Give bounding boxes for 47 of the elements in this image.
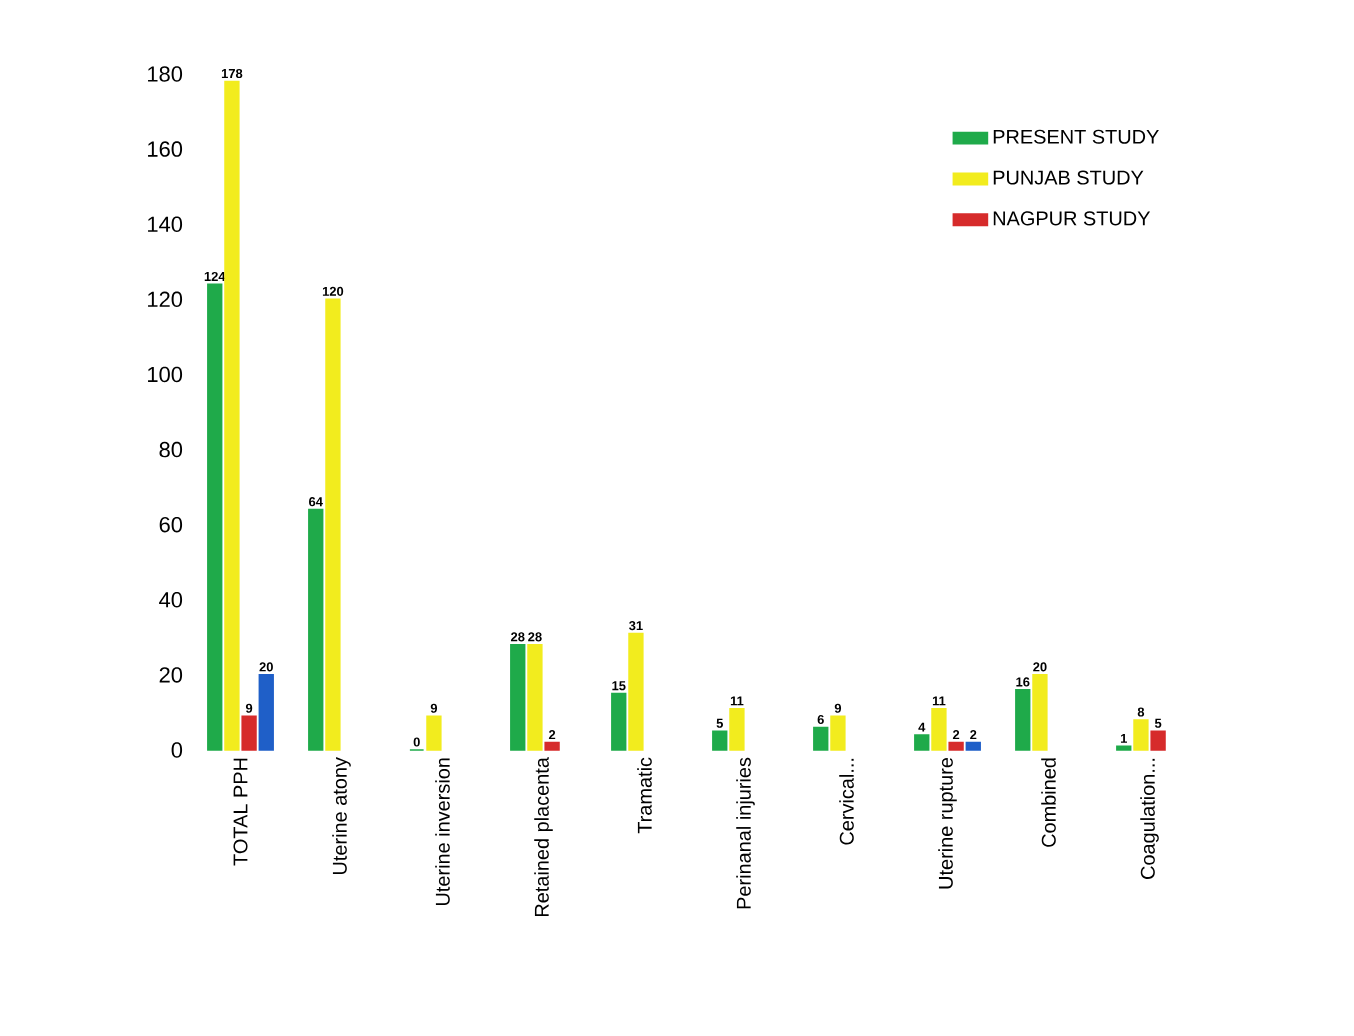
bar <box>712 730 728 751</box>
x-tick-label: Retained placenta <box>534 757 553 917</box>
bar <box>914 734 930 751</box>
bar <box>510 644 526 751</box>
y-tick-label: 0 <box>171 742 183 758</box>
bar <box>527 644 543 751</box>
x-tick-label: Cervical... <box>839 758 854 845</box>
bar <box>224 80 240 751</box>
bar <box>241 715 257 751</box>
y-tick-label: 80 <box>159 441 183 458</box>
legend-label: PRESENT STUDY <box>993 129 1159 144</box>
bar <box>965 741 981 751</box>
bar <box>931 707 947 751</box>
bar <box>1150 730 1166 751</box>
bar <box>207 283 223 751</box>
bar <box>611 692 627 751</box>
y-tick-label: 20 <box>159 667 183 683</box>
bar <box>813 726 829 751</box>
x-tick-label: Tramatic <box>637 757 652 834</box>
x-tick-label: Perinanal injuries <box>736 757 755 909</box>
y-tick-label: 140 <box>148 216 183 232</box>
bar <box>308 508 324 751</box>
bar <box>1032 674 1048 751</box>
bar <box>830 715 846 751</box>
y-tick-label: 60 <box>159 516 183 533</box>
bar <box>628 632 644 751</box>
bar <box>948 741 964 751</box>
bar <box>729 707 745 751</box>
bar <box>258 674 274 751</box>
legend-label: NAGPUR STUDY <box>993 211 1151 226</box>
bar <box>325 298 341 751</box>
x-tick-label: TOTAL PPH <box>233 758 248 866</box>
y-tick-label: 120 <box>148 291 183 308</box>
y-tick-label: 180 <box>148 66 183 82</box>
x-tick-label: Combined <box>1041 758 1056 847</box>
x-tick-label: Uterine inversion <box>435 758 450 906</box>
x-tick-label: Uterine atony <box>332 757 351 875</box>
y-tick-label: 100 <box>148 366 183 383</box>
x-tick-label: Uterine rupture <box>938 757 957 889</box>
bar <box>544 741 560 751</box>
bar <box>1133 719 1149 751</box>
bar <box>1015 689 1031 751</box>
x-tick-label: Coagulation... <box>1140 758 1159 879</box>
y-tick-label: 40 <box>159 592 183 608</box>
legend-label: PUNJAB STUDY <box>993 170 1144 185</box>
y-tick-label: 160 <box>148 141 183 157</box>
bar <box>426 715 442 751</box>
